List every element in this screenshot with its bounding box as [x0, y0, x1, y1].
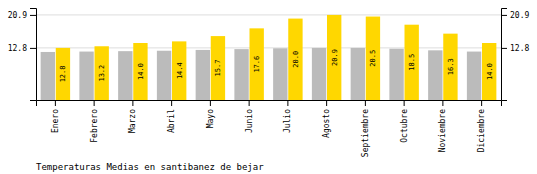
- tick-label: 20.9: [8, 11, 27, 20]
- bar: [41, 52, 55, 100]
- y-axis: 12.8 20.9: [8, 9, 37, 101]
- tick: 20.9: [8, 11, 36, 20]
- tick-label: Noviembre: [438, 109, 447, 153]
- tick: Octubre: [400, 100, 409, 143]
- bar: [351, 48, 365, 100]
- data-label: 20.5: [369, 50, 377, 67]
- tick-mark: [94, 100, 95, 106]
- tick: 12.8: [8, 44, 36, 53]
- bar: [366, 17, 380, 100]
- tick-label: Junio: [245, 109, 254, 133]
- tick-mark: [481, 100, 482, 106]
- axis-line: [37, 101, 502, 107]
- data-label: 14.0: [486, 63, 494, 80]
- tick-label: 20.9: [510, 11, 529, 20]
- chart: 12.8 13.2 14.0 14.4 15.7 17.6 20.0 20.9 20.5 18.5…: [0, 0, 537, 174]
- data-label: 13.2: [98, 65, 106, 82]
- axis-line: [30, 9, 37, 101]
- tick-mark: [30, 48, 36, 49]
- grid: [36, 15, 501, 48]
- bar: [196, 50, 210, 100]
- bar: [250, 28, 264, 100]
- bar: [157, 51, 171, 100]
- tick: Mayo: [206, 100, 215, 128]
- tick-label: Enero: [51, 109, 60, 133]
- data-label: 14.0: [137, 63, 145, 80]
- tick-mark: [30, 15, 36, 16]
- x-axis: Enero Febrero Marzo Abril Mayo Junio Julio Agos…: [37, 100, 502, 157]
- bar: [79, 52, 93, 100]
- tick: Marzo: [128, 100, 137, 133]
- title: Temperaturas Medias en santibanez de bej…: [36, 162, 264, 172]
- tick-mark: [249, 100, 250, 106]
- bar: [118, 51, 132, 100]
- data-label: 20.0: [292, 51, 300, 68]
- y2-axis: 12.8 20.9: [501, 9, 529, 101]
- bar: [172, 41, 186, 100]
- bar-series: [56, 15, 497, 100]
- tick-mark: [210, 100, 211, 106]
- bar: [405, 25, 419, 100]
- data-label: 17.6: [253, 56, 261, 73]
- tick-label: Abril: [167, 109, 176, 133]
- tick-mark: [171, 100, 172, 106]
- tick-label: Mayo: [206, 109, 215, 128]
- bar: [273, 48, 287, 100]
- bar: [428, 50, 442, 100]
- data-label: 16.3: [447, 58, 455, 75]
- plot: 12.8 13.2 14.0 14.4 15.7 17.6 20.0 20.9 20.5 18.5…: [8, 9, 530, 158]
- tick-label: Diciembre: [477, 109, 486, 153]
- bar: [443, 34, 457, 100]
- tick: Septiembre: [361, 100, 370, 157]
- bar: [95, 46, 109, 100]
- tick: 20.9: [501, 11, 529, 20]
- bar: [312, 48, 326, 100]
- bar: [288, 19, 302, 100]
- data-label: 15.7: [214, 60, 222, 77]
- tick-label: Febrero: [90, 109, 99, 143]
- tick-label: Julio: [283, 109, 292, 133]
- bar: [467, 52, 481, 100]
- tick-label: Septiembre: [361, 109, 370, 157]
- bar: [133, 43, 147, 100]
- data-label: 14.4: [176, 62, 184, 79]
- tick: Julio: [283, 100, 292, 133]
- tick-label: Agosto: [322, 109, 331, 138]
- tick-mark: [501, 15, 507, 16]
- tick: Abril: [167, 100, 176, 133]
- tick: 12.8: [501, 44, 529, 53]
- tick-mark: [55, 100, 56, 106]
- data-label: 20.9: [331, 49, 339, 66]
- bar: [389, 49, 403, 100]
- tick-mark: [326, 100, 327, 106]
- bar: [56, 48, 70, 100]
- tick: Febrero: [90, 100, 99, 143]
- tick: Junio: [245, 100, 254, 133]
- tick-mark: [287, 100, 288, 106]
- tick-label: Octubre: [400, 109, 409, 143]
- bar: [482, 43, 496, 100]
- tick: Enero: [51, 100, 60, 133]
- tick: Noviembre: [438, 100, 447, 152]
- tick-mark: [501, 48, 507, 49]
- data-labels: 12.8 13.2 14.0 14.4 15.7 17.6 20.0 20.9 20.5 18.5…: [59, 49, 493, 82]
- tick-label: 12.8: [510, 44, 529, 53]
- bar: [327, 15, 341, 100]
- tick: Agosto: [322, 100, 331, 138]
- bars: [41, 15, 497, 100]
- bar: [211, 36, 225, 100]
- tick-mark: [442, 100, 443, 106]
- grid-line: [36, 14, 501, 15]
- data-label: 12.8: [59, 66, 67, 83]
- bar: [234, 49, 248, 100]
- tick: Diciembre: [477, 100, 486, 152]
- axis-line: [502, 9, 508, 101]
- data-label: 18.5: [408, 54, 416, 71]
- tick-label: Marzo: [128, 109, 137, 133]
- tick-mark: [365, 100, 366, 106]
- tick-label: 12.8: [8, 44, 27, 53]
- tick-mark: [132, 100, 133, 106]
- tick-mark: [404, 100, 405, 106]
